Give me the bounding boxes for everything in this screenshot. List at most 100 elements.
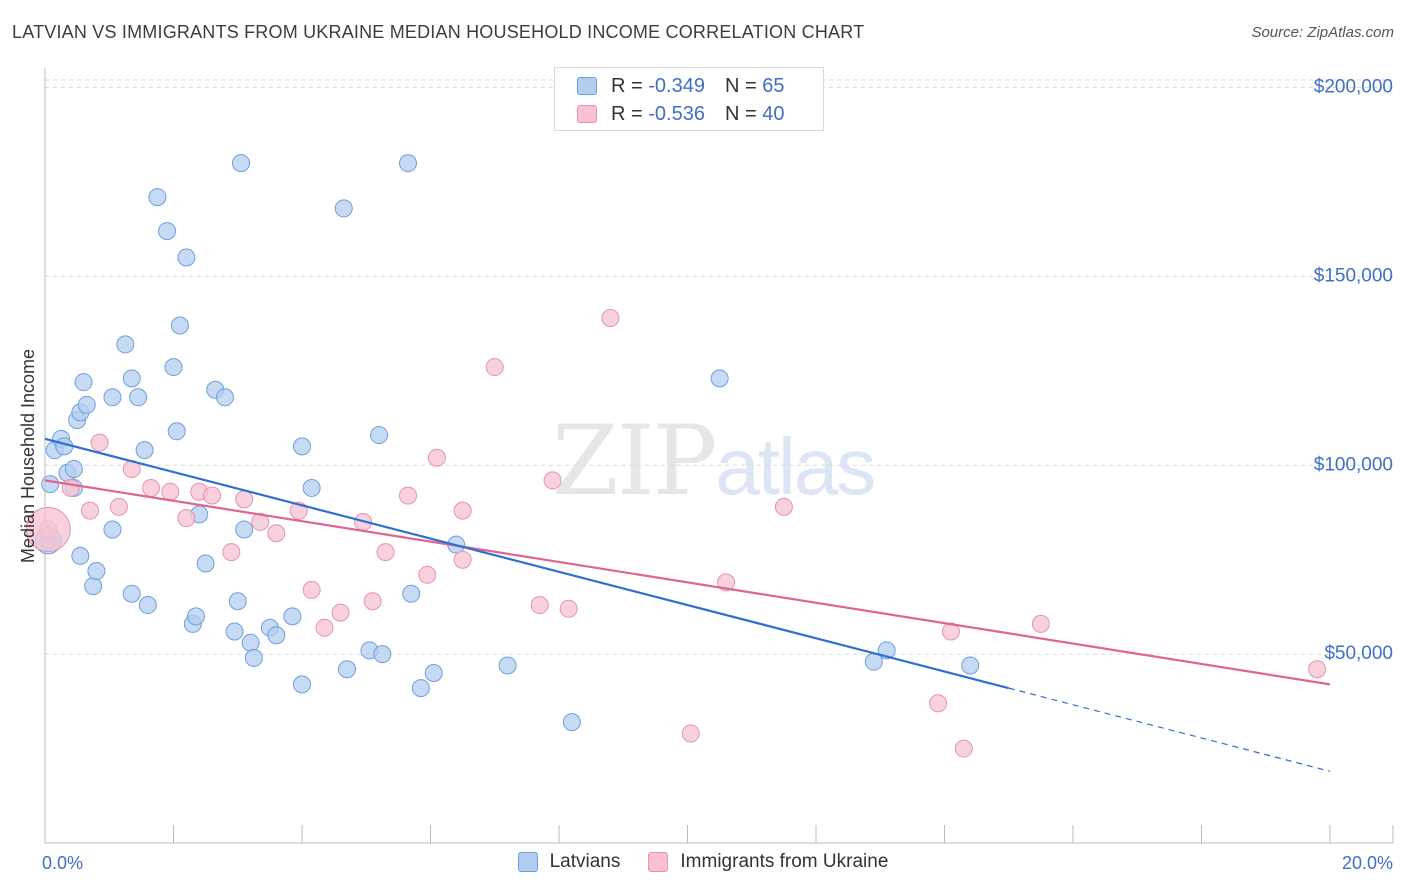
latvian-point (41, 475, 60, 494)
watermark: ZIPatlas (552, 405, 876, 517)
latvian-point (74, 373, 93, 392)
chart-title: LATVIAN VS IMMIGRANTS FROM UKRAINE MEDIA… (12, 22, 865, 42)
ukraine-point (376, 543, 395, 562)
ukraine-point (941, 622, 960, 641)
latvian-point (402, 584, 421, 603)
latvian-point (231, 154, 250, 173)
ukraine-point (601, 308, 620, 327)
latvian-point (267, 626, 286, 645)
legend-label: Immigrants from Ukraine (680, 851, 889, 872)
series-legend: Latvians Immigrants from Ukraine (0, 851, 1406, 873)
ukraine-point (453, 501, 472, 520)
ukraine-point (774, 497, 793, 516)
r-label: R = (611, 74, 643, 97)
ukraine-point (453, 550, 472, 569)
latvian-point (241, 633, 260, 652)
latvian-point (196, 554, 215, 573)
latvian-point (293, 437, 311, 456)
y-axis-title: Median Household Income (18, 349, 38, 563)
latvian-point (177, 248, 196, 267)
y-tick-label: $50,000 (1324, 643, 1393, 664)
ukraine-point (929, 694, 948, 713)
ukraine-point (1308, 660, 1327, 679)
ukraine-point-large (25, 506, 71, 552)
trend-lines (44, 437, 1331, 772)
n-value: 65 (762, 74, 785, 97)
r-value: -0.536 (648, 102, 705, 125)
latvian-point (186, 607, 205, 626)
latvian-point (399, 154, 418, 173)
latvian-point (334, 199, 353, 218)
latvian-point (244, 648, 263, 667)
latvian-point (84, 577, 103, 596)
latvian-point (164, 358, 183, 377)
latvian-point (116, 335, 135, 354)
ukraine-point (161, 482, 180, 501)
ukraine-trend-line (44, 479, 1331, 686)
ukraine-point (203, 486, 222, 505)
latvian-point (961, 656, 980, 675)
ukraine-point (681, 724, 700, 743)
latvian-point (411, 679, 430, 698)
latvian-point (71, 546, 90, 565)
x-tick-label: 20.0% (1342, 853, 1393, 873)
latvian-point (293, 675, 311, 694)
latvian-point (302, 478, 321, 497)
correlation-legend: R = -0.349 N = 65 R = -0.536 N = 40 (554, 67, 824, 131)
ukraine-point (331, 603, 350, 622)
latvian-point (122, 584, 141, 603)
latvian-point (370, 426, 389, 445)
latvian-point (64, 460, 83, 479)
latvian-point (167, 422, 186, 441)
latvian-point (225, 622, 244, 641)
latvians-swatch (517, 852, 538, 872)
ukraine-point (251, 512, 270, 531)
ukraine-point (109, 497, 128, 516)
latvian-point (228, 592, 247, 611)
ukraine-point (954, 739, 973, 758)
ukraine-point (543, 471, 562, 490)
y-tick-label: $150,000 (1314, 265, 1393, 286)
ukraine-point (427, 448, 446, 467)
ukraine-point (177, 509, 196, 528)
watermark-atlas: atlas (715, 422, 876, 511)
latvian-point (138, 596, 157, 615)
latvian-point (283, 607, 302, 626)
latvian-point (135, 441, 154, 460)
y-tick-label: $200,000 (1314, 77, 1393, 98)
source-label: Source: ZipAtlas.com (1251, 24, 1394, 41)
latvian-point (562, 713, 581, 732)
legend-item-ukraine[interactable]: Immigrants from Ukraine (648, 851, 888, 873)
axis-labels: $50,000 $100,000 $150,000 $200,000 0.0% 20.0%… (18, 77, 1393, 873)
axes (44, 68, 1394, 844)
latvian-point (170, 316, 189, 335)
ukraine-swatch (648, 852, 669, 872)
latvians-trend-extension (1008, 687, 1331, 772)
latvian-point (103, 388, 122, 407)
latvians-points (34, 154, 980, 732)
r-label: R = (611, 102, 643, 125)
ukraine-point (142, 478, 161, 497)
legend-label: Latvians (549, 851, 621, 872)
ukraine-points (25, 308, 1327, 758)
y-tick-label: $100,000 (1314, 454, 1393, 475)
latvian-point (103, 520, 122, 539)
latvian-point (235, 520, 254, 539)
latvian-point (373, 645, 392, 664)
latvian-point (215, 388, 234, 407)
ukraine-point (235, 490, 254, 509)
latvian-point (129, 388, 148, 407)
ukraine-swatch (577, 105, 597, 123)
ukraine-point (399, 486, 418, 505)
latvian-point (87, 562, 106, 581)
ukraine-point (80, 501, 99, 520)
ukraine-point (90, 433, 109, 452)
watermark-zip: ZIP (552, 405, 717, 517)
legend-item-latvians[interactable]: Latvians (517, 851, 621, 873)
ukraine-point (222, 543, 241, 562)
latvian-point (77, 395, 96, 414)
latvian-point (498, 656, 517, 675)
latvian-point (158, 222, 177, 241)
legend-row-latvians: R = -0.349 N = 65 (577, 73, 784, 99)
